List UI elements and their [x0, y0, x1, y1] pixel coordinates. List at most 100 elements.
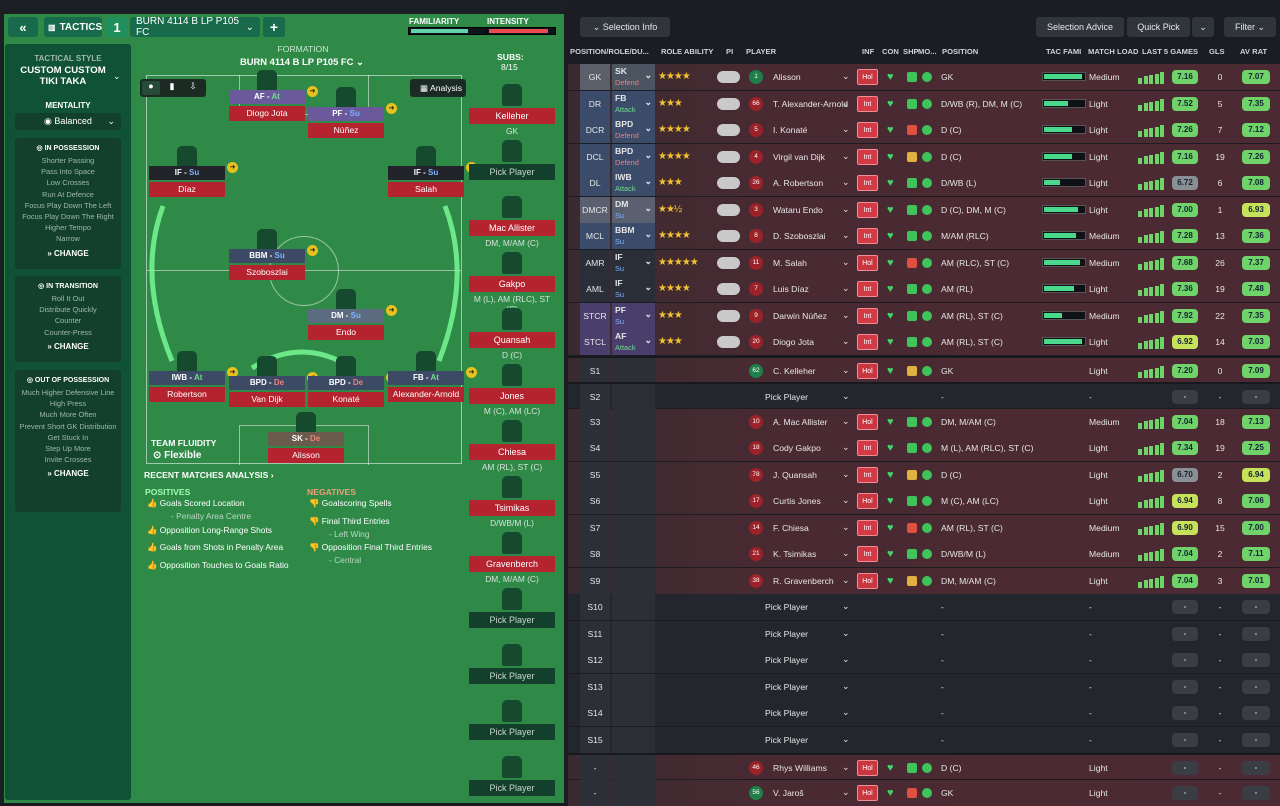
player-instructions-icon[interactable] — [717, 203, 740, 216]
pitch-player[interactable]: BPD - De Van Dijk ➜ — [229, 356, 318, 407]
chevron-down-icon[interactable]: ⌄ — [842, 230, 850, 240]
back-button[interactable]: « — [8, 17, 38, 37]
chevron-down-icon[interactable]: ⌄ — [644, 70, 652, 80]
player-row[interactable]: AML IF Su ⌄ ★★★★ 7 Luis Díaz ⌄ Int ♥ AM (RL) Light 7… — [568, 276, 1280, 302]
pitch-player[interactable]: AF - At Diogo Jota ➜ — [229, 70, 318, 121]
instruction-arrow-icon[interactable]: ➜ — [227, 367, 238, 378]
player-name[interactable]: Pick Player — [765, 681, 808, 692]
player-row[interactable]: AMR IF Su ⌄ ★★★★★ 11 M. Salah ⌄ Hol ♥ AM (RLC), ST… — [568, 249, 1280, 276]
player-row[interactable]: S6 17 Curtis Jones ⌄ Hol ♥ M (C), AM (LC) Light… — [568, 488, 1280, 514]
instruction-arrow-icon[interactable]: ➜ — [227, 162, 238, 173]
player-instructions-icon[interactable] — [717, 283, 740, 295]
instruction-arrow-icon[interactable]: ➜ — [466, 367, 477, 378]
player-row[interactable]: S1 62 C. Kelleher ⌄ Hol ♥ GK Light 7.20 0 7.09 — [568, 355, 1280, 384]
role-cell[interactable]: DM Su ⌄ — [612, 196, 655, 223]
role-cell[interactable]: FB Attack ⌄ — [612, 90, 655, 117]
role-cell[interactable]: IF Su ⌄ — [612, 276, 655, 302]
chevron-down-icon[interactable]: ⌄ — [842, 654, 850, 664]
sub-slot[interactable]: Mac Allister DM, M/AM (C) — [469, 196, 555, 248]
player-name[interactable]: J. Quansah — [773, 469, 817, 480]
chevron-down-icon[interactable]: ⌄ — [644, 335, 652, 345]
player-name[interactable]: Rhys Williams — [773, 763, 827, 773]
chevron-down-icon[interactable]: ⌄ — [644, 255, 652, 266]
player-name[interactable]: Pick Player — [765, 734, 808, 745]
player-name[interactable]: Curtis Jones — [773, 496, 821, 506]
pick-player[interactable]: Pick Player — [469, 668, 555, 684]
player-row[interactable]: DL IWB Attack ⌄ ★★★ 26 A. Robertson ⌄ Int ♥ D/WB (… — [568, 170, 1280, 196]
chevron-down-icon[interactable]: ⌄ — [842, 442, 850, 452]
sub-slot[interactable]: Pick Player — [469, 756, 555, 796]
column-header[interactable]: AV RAT — [1240, 47, 1268, 56]
player-row[interactable]: S10 Pick Player ⌄ - - - - - — [568, 594, 1280, 620]
chevron-down-icon[interactable]: ⌄ — [842, 364, 850, 375]
chevron-down-icon[interactable]: ⌄ — [842, 336, 850, 346]
player-name[interactable]: Diogo Jota — [773, 337, 815, 347]
pitch-player[interactable]: BBM - Su Szoboszlai ➜ — [229, 229, 318, 280]
tactical-style-name[interactable]: CUSTOM CUSTOM TIKI TAKA — [20, 65, 106, 87]
player-name[interactable]: Darwin Núñez — [773, 310, 827, 321]
sub-slot[interactable]: Kelleher GK — [469, 84, 555, 136]
chevron-down-icon[interactable]: ⌄ — [842, 680, 850, 691]
chevron-down-icon[interactable]: ⌄ — [842, 521, 850, 532]
player-name[interactable]: I. Konaté — [773, 125, 808, 135]
player-name[interactable]: Pick Player — [765, 602, 808, 612]
player-name[interactable]: Pick Player — [765, 392, 808, 402]
chevron-down-icon[interactable]: ⌄ — [842, 786, 850, 797]
chevron-down-icon[interactable]: ⌄ — [113, 71, 121, 81]
pick-player[interactable]: Pick Player — [469, 724, 555, 740]
player-name[interactable]: Wataru Endo — [773, 204, 823, 215]
player-row[interactable]: DCR BPD Defend ⌄ ★★★★ 5 I. Konaté ⌄ Int ♥ D (C) Lig… — [568, 117, 1280, 143]
player-name[interactable]: M. Salah — [773, 257, 807, 268]
pick-player[interactable]: Pick Player — [469, 780, 555, 796]
chevron-down-icon[interactable]: ⌄ — [842, 97, 850, 108]
player-row[interactable]: STCR PF Su ⌄ ★★★ 9 Darwin Núñez ⌄ Int ♥ AM (RL), S… — [568, 302, 1280, 329]
player-name[interactable]: C. Kelleher — [773, 365, 816, 376]
sub-slot[interactable]: Chiesa AM (RL), ST (C) — [469, 420, 555, 472]
tactic-slot[interactable]: 1 — [106, 17, 128, 37]
chevron-down-icon[interactable]: ⌄ — [644, 282, 652, 292]
role-cell[interactable]: IF Su ⌄ — [612, 249, 655, 276]
role-cell[interactable]: BPD Defend ⌄ — [612, 143, 655, 170]
intensity-gauge[interactable] — [486, 27, 556, 35]
chevron-down-icon[interactable]: ⌄ — [842, 601, 850, 611]
chevron-down-icon[interactable]: ⌄ — [842, 283, 850, 293]
pitch-player[interactable]: IWB - At Robertson ➜ — [149, 351, 238, 402]
chevron-down-icon[interactable]: ⌄ — [842, 150, 850, 161]
chevron-down-icon[interactable]: ⌄ — [644, 308, 652, 319]
player-row[interactable]: DMCR DM Su ⌄ ★★½ 3 Wataru Endo ⌄ Int ♥ D (C), DM, … — [568, 196, 1280, 223]
analysis-button[interactable]: ▦ Analysis — [410, 79, 466, 97]
player-row[interactable]: DR FB Attack ⌄ ★★★ 66 T. Alexander-Arnold ⌄ Int ♥… — [568, 90, 1280, 117]
column-header[interactable]: TAC FAMI — [1046, 47, 1082, 56]
player-row[interactable]: S14 Pick Player ⌄ - - - - - — [568, 700, 1280, 726]
quick-pick-button[interactable]: Quick Pick — [1127, 17, 1190, 37]
formation-select[interactable]: BURN 4114 B LP P105 FC ⌄ — [240, 56, 370, 68]
player-instructions-icon[interactable] — [717, 177, 740, 189]
instruction-arrow-icon[interactable]: ➜ — [307, 245, 318, 256]
player-row[interactable]: S3 10 A. Mac Allister ⌄ Hol ♥ DM, M/AM (C) Medi… — [568, 408, 1280, 435]
column-header[interactable]: MO... — [918, 47, 937, 56]
player-row[interactable]: S5 78 J. Quansah ⌄ Int ♥ D (C) Light 6.70 2 6.94 — [568, 461, 1280, 488]
player-row[interactable]: S15 Pick Player ⌄ - - - - - — [568, 726, 1280, 753]
column-header[interactable]: INF — [862, 47, 875, 56]
player-row[interactable]: DCL BPD Defend ⌄ ★★★★ 4 Virgil van Dijk ⌄ Int ♥ D … — [568, 143, 1280, 170]
instruction-arrow-icon[interactable]: ➜ — [386, 305, 397, 316]
player-name[interactable]: V. Jaroš — [773, 787, 804, 798]
player-name[interactable]: A. Robertson — [773, 178, 824, 188]
chevron-down-icon[interactable]: ⌄ — [842, 391, 850, 401]
chevron-down-icon[interactable]: ⌄ — [842, 574, 850, 585]
player-instructions-icon[interactable] — [717, 71, 740, 83]
sub-slot[interactable]: Gravenberch DM, M/AM (C) — [469, 532, 555, 584]
player-instructions-icon[interactable] — [717, 97, 740, 110]
quick-pick-dropdown[interactable]: ⌄ — [1192, 17, 1214, 37]
column-header[interactable]: CON — [882, 47, 899, 56]
chevron-down-icon[interactable]: ⌄ — [842, 548, 850, 558]
pitch-player[interactable]: SK - De Alisson — [268, 412, 344, 463]
chevron-down-icon[interactable]: ⌄ — [842, 627, 850, 638]
filter-button[interactable]: Filter ⌄ — [1224, 17, 1276, 37]
chevron-down-icon[interactable]: ⌄ — [842, 733, 850, 744]
player-name[interactable]: Pick Player — [765, 655, 808, 665]
column-header[interactable]: POSITION/ROLE/DU... — [570, 47, 649, 56]
role-cell[interactable]: AF Attack ⌄ — [612, 329, 655, 355]
chevron-down-icon[interactable]: ⌄ — [644, 96, 652, 107]
player-name[interactable]: Pick Player — [765, 708, 808, 718]
